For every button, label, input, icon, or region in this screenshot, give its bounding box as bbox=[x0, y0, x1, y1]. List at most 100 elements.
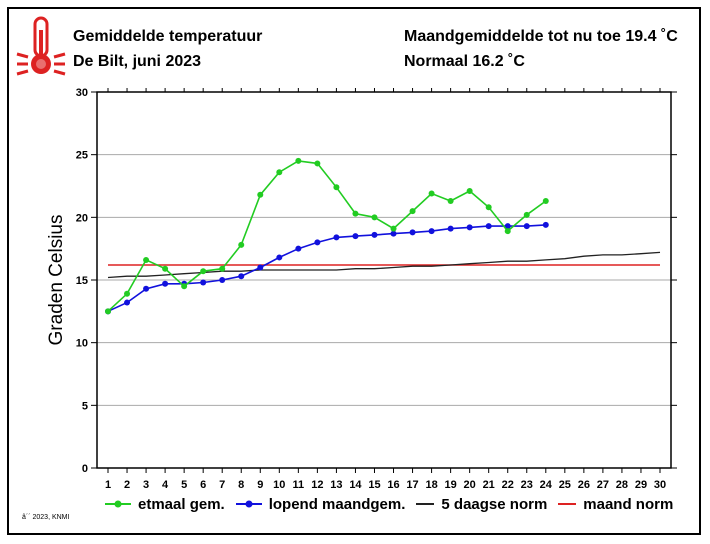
legend-item-daily: etmaal gem. bbox=[104, 496, 225, 513]
point-daily bbox=[371, 214, 378, 221]
y-tick-label: 20 bbox=[76, 212, 88, 224]
point-daily bbox=[523, 211, 530, 218]
x-tick-label: 27 bbox=[597, 479, 609, 491]
y-axis-label: Graden Celsius bbox=[46, 215, 67, 346]
point-daily bbox=[390, 225, 397, 232]
point-running bbox=[219, 277, 226, 283]
point-daily bbox=[504, 228, 511, 235]
x-tick-label: 16 bbox=[387, 479, 399, 491]
point-daily bbox=[485, 204, 492, 211]
y-tick-label: 10 bbox=[76, 338, 88, 350]
point-daily bbox=[314, 160, 321, 167]
x-tick-label: 10 bbox=[273, 479, 285, 491]
axes-layer bbox=[91, 88, 677, 473]
point-daily bbox=[447, 198, 454, 205]
point-running bbox=[333, 234, 340, 241]
x-tick-label: 15 bbox=[368, 479, 380, 491]
point-running bbox=[428, 228, 435, 235]
x-tick-label: 29 bbox=[635, 479, 647, 491]
x-tick-label: 20 bbox=[464, 479, 476, 491]
point-running bbox=[542, 221, 549, 228]
legend-swatch-norm5 bbox=[416, 503, 435, 505]
legend: etmaal gem. lopend maandgem. 5 daagse no… bbox=[104, 494, 683, 514]
x-tick-label: 2 bbox=[124, 479, 130, 491]
legend-item-running: lopend maandgem. bbox=[235, 495, 406, 513]
point-running bbox=[466, 224, 473, 231]
y-tick-label: 15 bbox=[76, 275, 88, 287]
point-daily bbox=[219, 265, 226, 272]
x-tick-label: 18 bbox=[425, 479, 437, 491]
legend-item-monthnorm: maand norm bbox=[557, 496, 673, 513]
point-running bbox=[276, 254, 283, 261]
point-running bbox=[314, 239, 321, 246]
grid-layer bbox=[97, 154, 671, 406]
point-running bbox=[200, 279, 207, 286]
point-running bbox=[504, 223, 511, 230]
legend-item-norm5: 5 daagse norm bbox=[415, 496, 547, 513]
x-tick-label: 3 bbox=[143, 479, 149, 491]
point-daily bbox=[124, 290, 131, 297]
x-tick-label: 8 bbox=[238, 479, 244, 491]
point-daily bbox=[238, 241, 245, 248]
copyright-text: â´´ 2023, KNMI bbox=[22, 514, 70, 521]
point-daily bbox=[181, 283, 188, 290]
point-running bbox=[257, 264, 264, 271]
x-tick-label: 24 bbox=[540, 479, 553, 491]
point-daily bbox=[352, 210, 359, 217]
x-tick-label: 23 bbox=[521, 479, 533, 491]
x-tick-label: 1 bbox=[105, 479, 111, 491]
monthly-average-text: Maandgemiddelde tot nu toe 19.4 ˚C bbox=[404, 28, 678, 45]
point-running bbox=[485, 223, 492, 230]
point-running bbox=[143, 285, 150, 292]
y-tick-label: 25 bbox=[76, 150, 88, 162]
point-daily bbox=[295, 157, 302, 164]
point-running bbox=[390, 230, 397, 237]
point-running bbox=[371, 231, 378, 238]
y-tick-label: 30 bbox=[76, 87, 88, 99]
x-tick-label: 25 bbox=[559, 479, 571, 491]
point-running bbox=[295, 245, 302, 252]
x-tick-label: 28 bbox=[616, 479, 628, 491]
normal-text: Normaal 16.2 ˚C bbox=[404, 53, 525, 70]
chart-frame bbox=[7, 7, 701, 535]
x-tick-label: 11 bbox=[293, 479, 305, 491]
point-daily bbox=[428, 190, 435, 197]
point-daily bbox=[542, 198, 549, 205]
point-running bbox=[238, 273, 245, 280]
x-tick-label: 6 bbox=[200, 479, 206, 491]
chart-title: Gemiddelde temperatuur bbox=[73, 28, 263, 45]
point-running bbox=[352, 233, 359, 240]
x-tick-label: 7 bbox=[219, 479, 225, 491]
y-tick-label: 0 bbox=[82, 463, 88, 475]
x-tick-label: 13 bbox=[330, 479, 342, 491]
point-daily bbox=[466, 188, 473, 195]
point-daily bbox=[257, 191, 264, 198]
point-daily bbox=[162, 265, 169, 272]
point-daily bbox=[143, 256, 150, 263]
x-tick-label: 9 bbox=[257, 479, 263, 491]
legend-label-monthnorm: maand norm bbox=[583, 495, 674, 513]
point-running bbox=[162, 280, 169, 287]
legend-label-running: lopend maandgem. bbox=[268, 495, 406, 513]
x-tick-label: 30 bbox=[654, 479, 666, 491]
point-daily bbox=[200, 268, 207, 275]
x-tick-label: 4 bbox=[162, 479, 169, 491]
x-tick-label: 21 bbox=[483, 479, 495, 491]
point-running bbox=[124, 299, 131, 306]
x-tick-label: 22 bbox=[502, 479, 514, 491]
legend-label-daily: etmaal gem. bbox=[138, 495, 225, 513]
point-running bbox=[523, 223, 530, 230]
x-tick-label: 17 bbox=[406, 479, 418, 491]
thermometer-icon-shape bbox=[16, 16, 66, 76]
point-daily bbox=[333, 184, 340, 191]
point-daily bbox=[105, 308, 111, 315]
point-daily bbox=[276, 169, 283, 176]
thermometer-icon bbox=[16, 16, 66, 76]
chart-subtitle: De Bilt, juni 2023 bbox=[73, 53, 202, 70]
y-tick-label: 5 bbox=[82, 400, 88, 412]
legend-swatch-running bbox=[235, 500, 262, 508]
x-tick-label: 26 bbox=[578, 479, 590, 491]
x-tick-label: 5 bbox=[181, 479, 187, 491]
